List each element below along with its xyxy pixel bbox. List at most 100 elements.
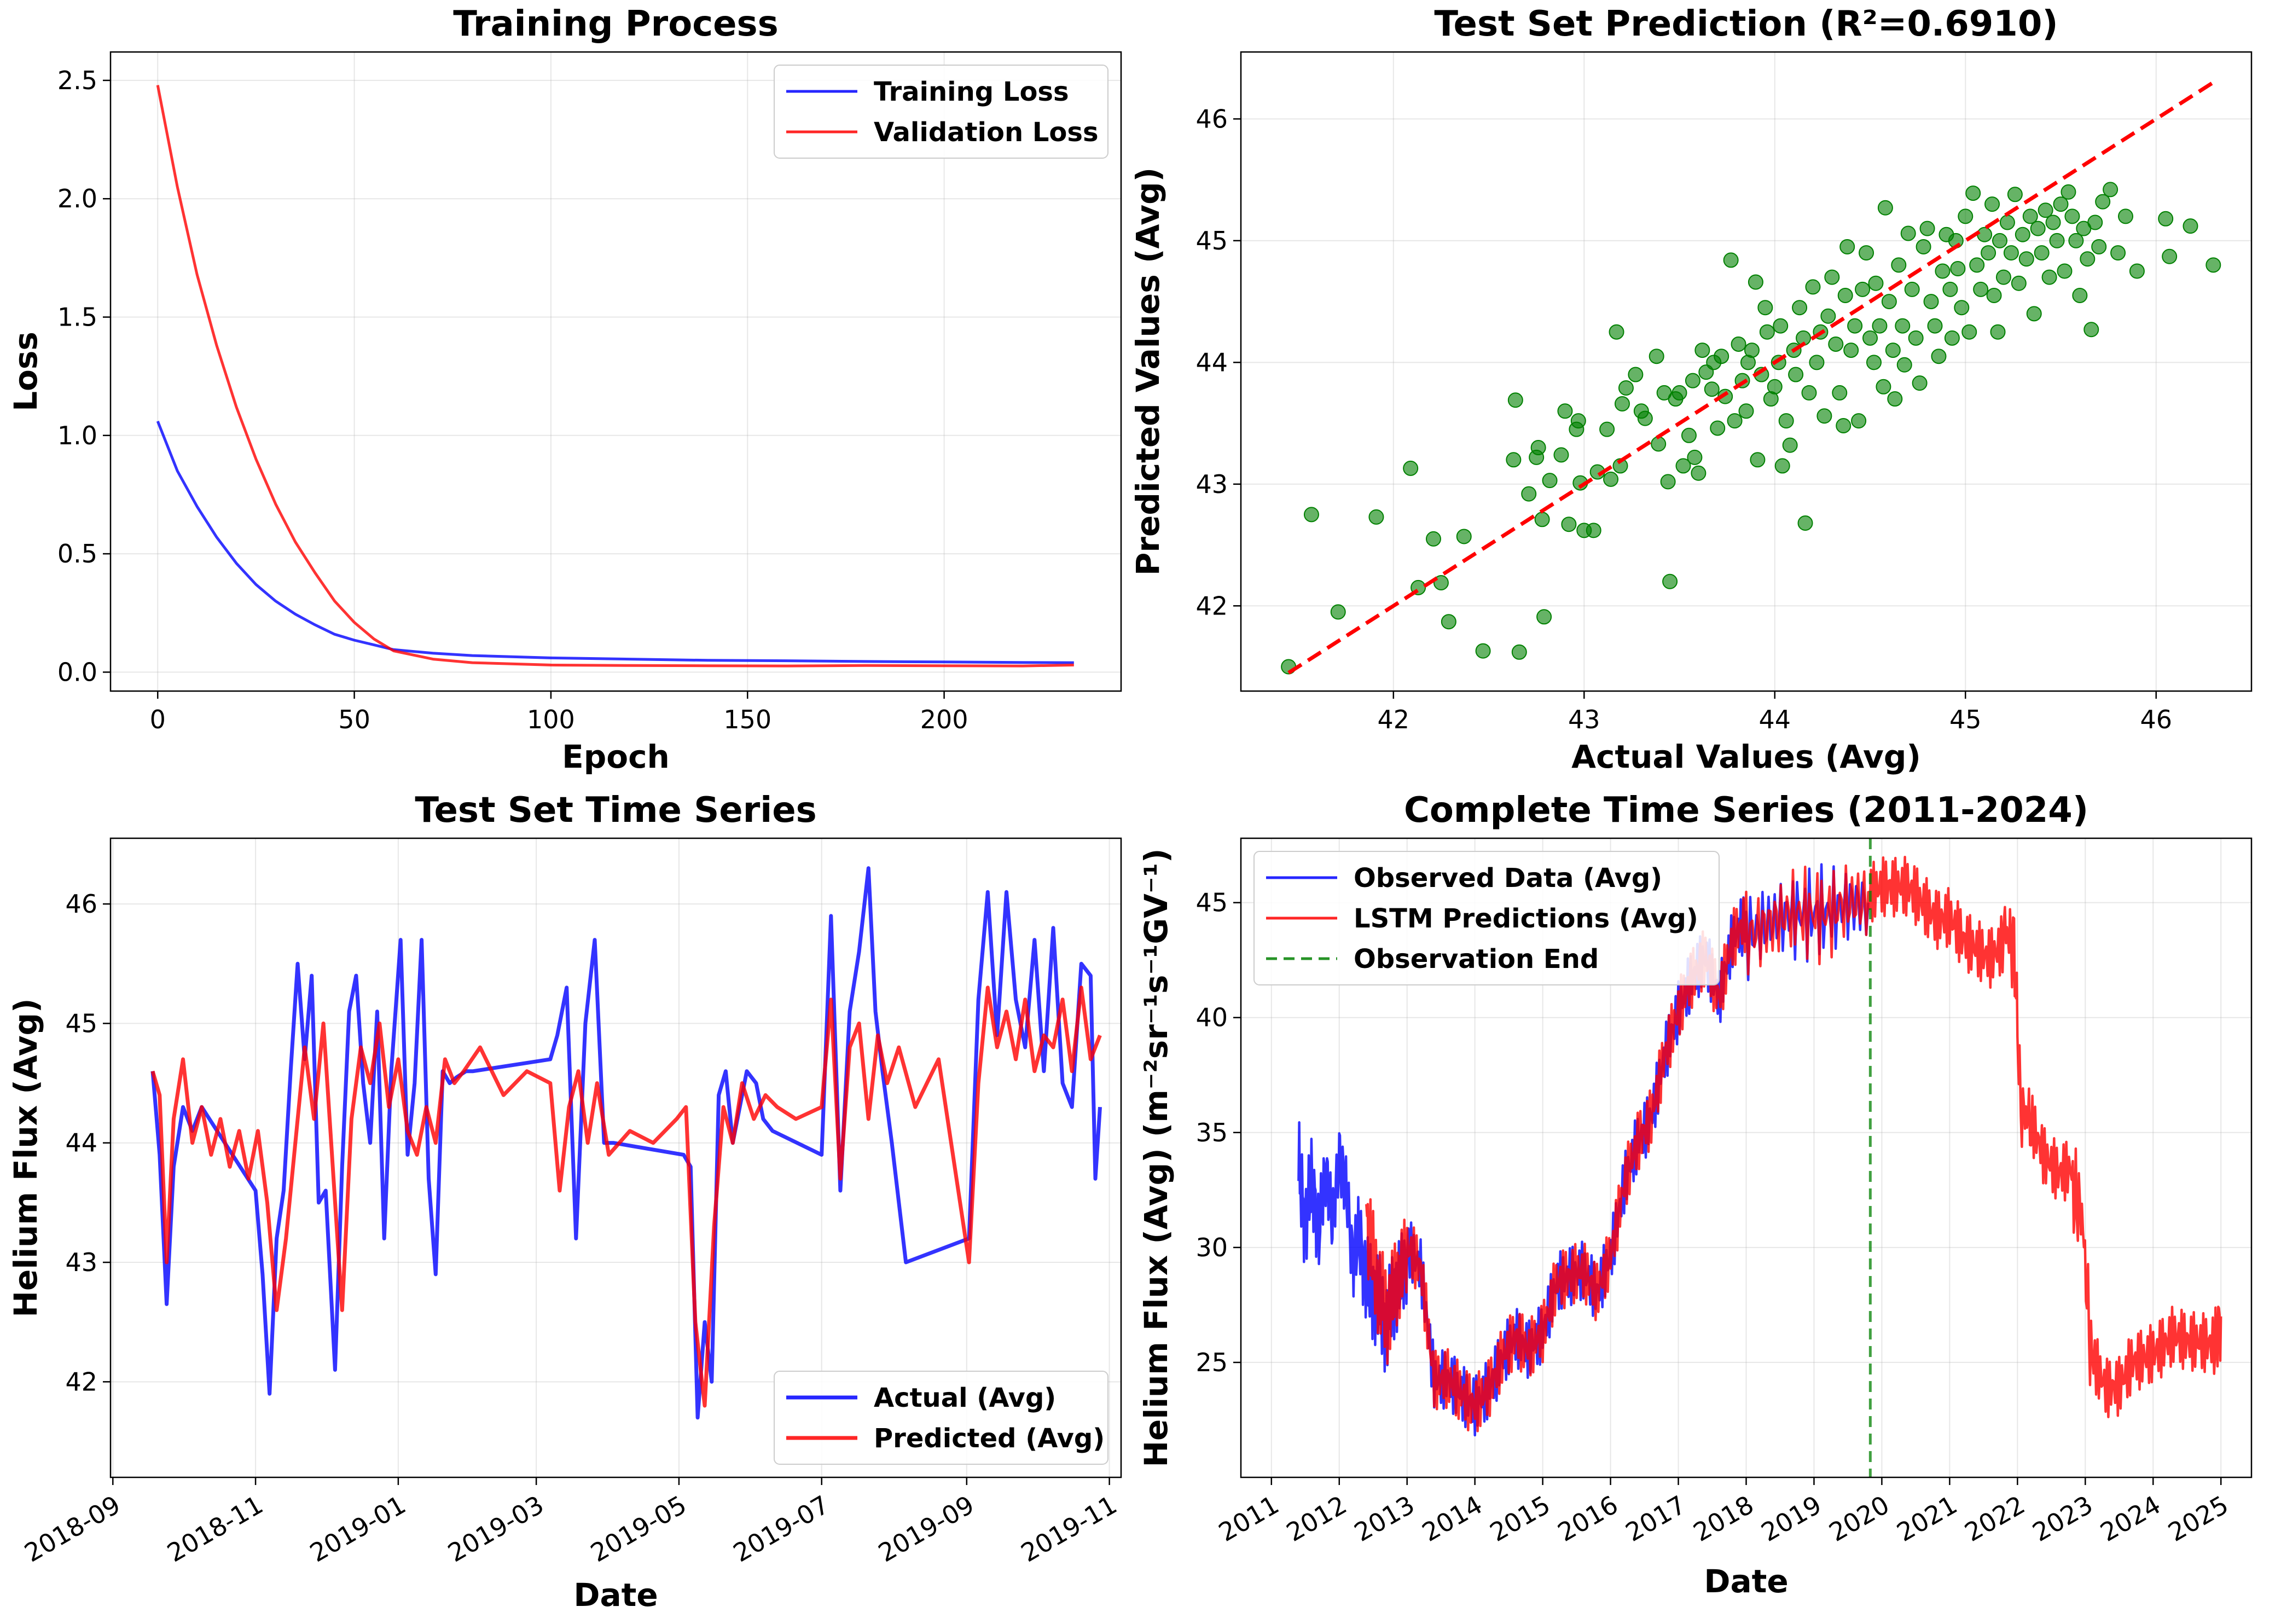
x-tick-label: 2025 [2163, 1490, 2233, 1547]
scatter-point [1816, 408, 1832, 424]
validation-loss-line [156, 85, 1074, 668]
y-tick-label: 45 [65, 1008, 97, 1038]
scatter-point [2158, 211, 2174, 227]
scatter-point [1403, 460, 1419, 476]
scatter-point [1788, 367, 1804, 382]
plot-frame [109, 837, 1122, 1478]
scatter-point [2018, 251, 2034, 267]
scatter-point [2068, 233, 2084, 248]
legend-label: Observed Data (Avg) [1354, 863, 1662, 894]
x-tick-label: 46 [2140, 705, 2172, 734]
scatter-point [2007, 187, 2023, 202]
legend-label: Training Loss [874, 77, 1069, 107]
scatter-point [1511, 644, 1527, 660]
scatter-point [1748, 274, 1763, 290]
scatter-point [1843, 343, 1859, 358]
scatter-point [1521, 486, 1537, 502]
plot-area [156, 85, 1074, 668]
legend: Training Loss Validation Loss [774, 65, 1108, 159]
scatter-point [1662, 573, 1678, 589]
scatter-point [2061, 184, 2076, 200]
plot-area [150, 866, 1102, 1420]
y-tick-label: 44 [65, 1128, 97, 1158]
scatter-point [1828, 336, 1844, 352]
scatter-point [1866, 355, 1882, 370]
scatter-point [1536, 609, 1552, 625]
scatter-point [1557, 403, 1573, 419]
scatter-point [1919, 221, 1935, 236]
legend-box [774, 1371, 1108, 1465]
scatter-point [1506, 452, 1522, 468]
legend: Actual (Avg) Predicted (Avg) [774, 1371, 1108, 1465]
scatter-point [1895, 318, 1911, 334]
scatter-point [1570, 413, 1586, 429]
scatter-point [1671, 385, 1687, 401]
scatter-point [1944, 330, 1960, 346]
chart-title: Complete Time Series (2011-2024) [1404, 790, 2088, 831]
scatter-point [1992, 233, 2007, 248]
scatter-point [1618, 380, 1634, 396]
scatter-point [2057, 263, 2073, 279]
x-tick-label: 50 [338, 705, 370, 734]
y-axis-label: Predicted Values (Avg) [1129, 167, 1166, 576]
x-tick-label: 2019-07 [728, 1490, 834, 1568]
x-tick-label: 2022 [1960, 1490, 2030, 1547]
legend: Observed Data (Avg) LSTM Predictions (Avg… [1253, 851, 1720, 985]
x-tick-label: 2021 [1892, 1490, 1962, 1547]
scatter-point [1687, 449, 1703, 465]
scatter-point [1862, 330, 1878, 346]
x-axis-label: Epoch [562, 738, 670, 775]
scatter-point [1542, 473, 1558, 489]
scatter-point [1649, 349, 1664, 364]
scatter-point [1904, 281, 1920, 297]
scatter-point [1792, 300, 1808, 316]
training-loss-line [156, 420, 1074, 664]
scatter-point [2162, 248, 2178, 264]
x-axis-label: Date [573, 1576, 658, 1614]
y-axis-label: Loss [7, 332, 44, 411]
scatter-point [1553, 447, 1569, 463]
y-tick-label: 2.5 [57, 66, 97, 95]
y-tick-label: 0.5 [57, 539, 97, 569]
x-tick-label: 2019-01 [305, 1490, 410, 1568]
scatter-point [1859, 245, 1874, 261]
scatter-point [1942, 281, 1958, 297]
y-tick-label: 0.0 [57, 657, 97, 687]
plot-frame [1240, 51, 2253, 692]
x-tick-label: 2017 [1621, 1490, 1691, 1547]
x-tick-label: 2019-09 [873, 1490, 979, 1568]
y-axis-label: Helium Flux (Avg) [7, 998, 44, 1317]
x-tick-label: 2018-11 [162, 1490, 268, 1568]
y-tick-label: 42 [65, 1367, 97, 1396]
scatter-point [2087, 214, 2103, 230]
scatter-point [1999, 214, 2015, 230]
scatter-point [1797, 515, 1813, 531]
x-tick-label: 44 [1759, 705, 1791, 734]
scatter-point [2183, 218, 2198, 234]
scatter-point [1984, 196, 2000, 212]
scatter-point [1977, 227, 1993, 242]
scatter-point [1836, 418, 1852, 434]
scatter-point [2011, 275, 2027, 291]
x-tick-label: 2019-05 [585, 1490, 691, 1568]
scatter-point [1727, 413, 1743, 429]
scatter-point [1981, 245, 1996, 261]
x-tick-label: 2024 [2096, 1490, 2166, 1547]
scatter-point [1916, 239, 1931, 254]
scatter-point [1986, 287, 2002, 303]
x-tick-label: 2023 [2028, 1490, 2098, 1547]
scatter-point [1839, 239, 1855, 254]
plot-area [1281, 80, 2221, 675]
scatter-point [1851, 413, 1867, 429]
scatter-point [1778, 413, 1794, 429]
scatter-point [1738, 403, 1754, 419]
scatter-point [2205, 257, 2221, 273]
panel-test-set-prediction: Test Set Prediction (R²=0.6910) 42 43 44 45 4… [1129, 4, 2253, 775]
scatter-point [2049, 233, 2065, 248]
y-tick-label: 43 [1195, 469, 1228, 499]
x-tick-label: 2019-03 [443, 1490, 548, 1568]
scatter-point [1820, 308, 1836, 324]
lstm-predictions-line [1365, 855, 2222, 1432]
scatter-point [1330, 604, 1346, 620]
